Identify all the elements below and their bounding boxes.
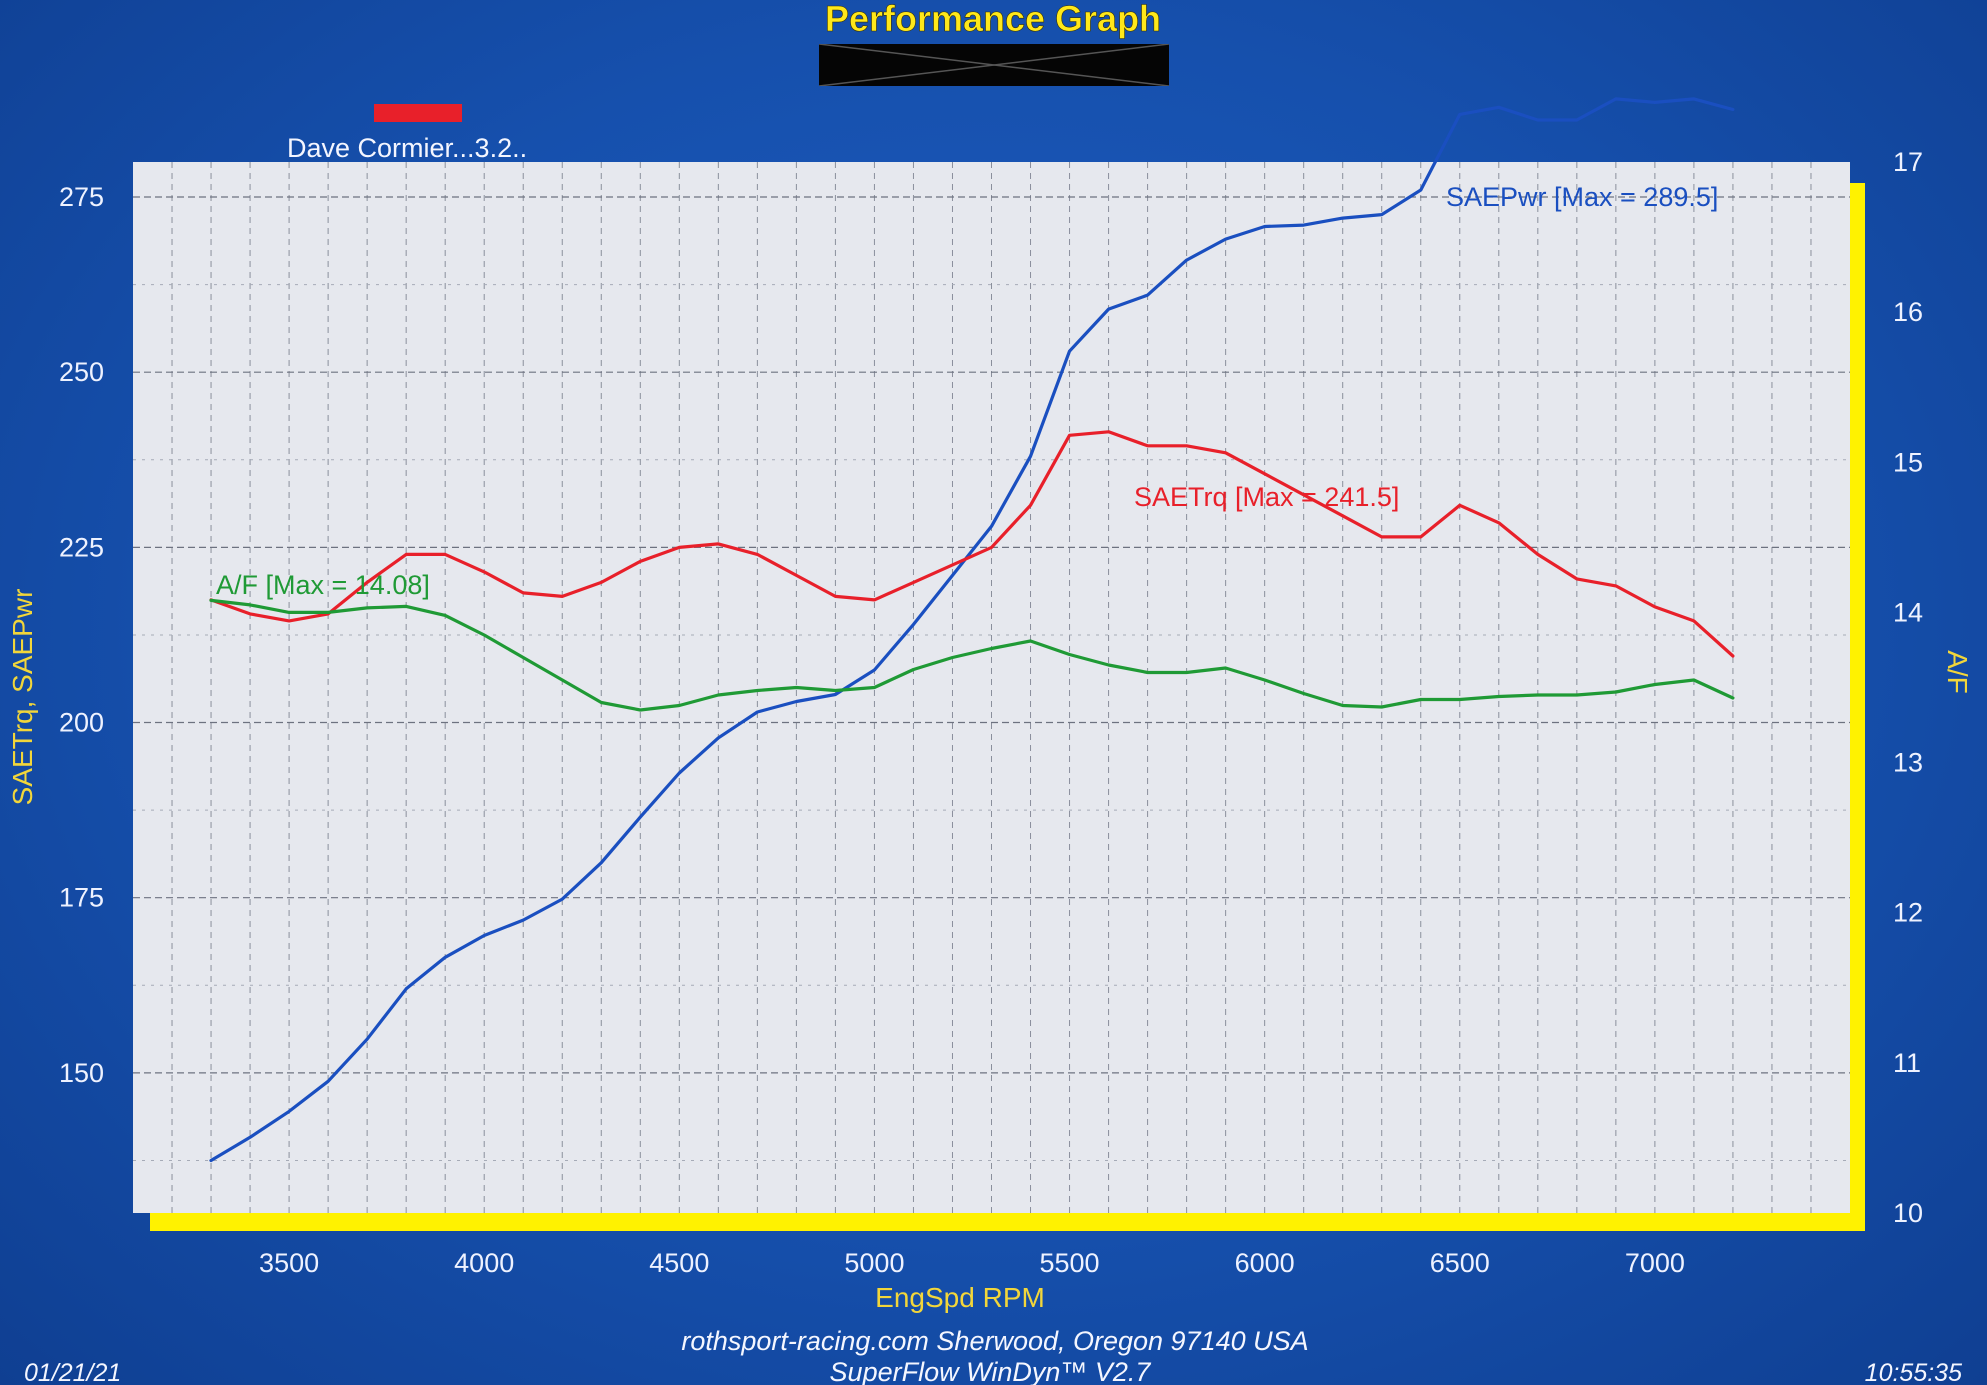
footer-software: SuperFlow WinDyn™ V2.7 <box>830 1357 1152 1385</box>
x-tick-label: 7000 <box>1625 1248 1685 1278</box>
x-tick-label: 6000 <box>1235 1248 1295 1278</box>
series-annotation: SAETrq [Max = 241.5] <box>1134 482 1399 512</box>
series-annotation: A/F [Max = 14.08] <box>216 570 430 600</box>
y-tick-label-left: 150 <box>59 1058 104 1088</box>
axis-ticks: 3500 4000 4500 5000 5500 6000 6500 7000 150 175 20… <box>59 147 1923 1278</box>
y-axis-label-left: SAETrq, SAEPwr <box>7 589 38 806</box>
footer-credit: rothsport-racing.com Sherwood, Oregon 97… <box>681 1326 1308 1356</box>
legend-swatch <box>374 104 462 122</box>
footer-time: 10:55:35 <box>1865 1359 1962 1385</box>
annotation-layer: SAEPwr [Max = 289.5] SAETrq [Max = 241.5]… <box>216 182 1718 600</box>
x-tick-label: 5000 <box>844 1248 904 1278</box>
y-tick-label-left: 225 <box>59 532 104 562</box>
y-tick-label-right: 11 <box>1893 1048 1921 1078</box>
y-tick-label-left: 200 <box>59 708 104 738</box>
x-tick-label: 4000 <box>454 1248 514 1278</box>
y-tick-label-right: 15 <box>1893 447 1923 477</box>
series-line-a-f <box>209 598 1735 712</box>
series-layer <box>209 97 1735 1163</box>
x-tick-label: 4500 <box>649 1248 709 1278</box>
series-line-saetrq <box>209 430 1735 658</box>
plot-area <box>133 162 1850 1213</box>
y-tick-label-right: 14 <box>1893 597 1923 627</box>
redacted-block <box>819 44 1169 86</box>
footer-date: 01/21/21 <box>24 1359 121 1385</box>
bottom-accent-bar <box>150 1213 1865 1231</box>
y-tick-label-right: 16 <box>1893 297 1923 327</box>
y-tick-label-right: 12 <box>1893 898 1923 928</box>
y-tick-label-right: 10 <box>1893 1198 1923 1228</box>
right-accent-bar <box>1850 183 1865 1231</box>
y-tick-label-left: 175 <box>59 883 104 913</box>
series-line-saepwr <box>209 97 1735 1163</box>
legend-run-label: Dave Cormier...3.2.. <box>287 133 527 163</box>
x-tick-label: 3500 <box>259 1248 319 1278</box>
y-tick-label-left: 250 <box>59 357 104 387</box>
y-tick-label-right: 13 <box>1893 748 1923 778</box>
y-tick-label-right: 17 <box>1893 147 1923 177</box>
chart-title: Performance Graph <box>825 0 1161 39</box>
series-annotation: SAEPwr [Max = 289.5] <box>1446 182 1718 212</box>
y-axis-label-right: A/F <box>1942 650 1973 694</box>
y-tick-label-left: 275 <box>59 182 104 212</box>
x-axis-label: EngSpd RPM <box>875 1282 1045 1313</box>
x-tick-label: 5500 <box>1040 1248 1100 1278</box>
x-tick-label: 6500 <box>1430 1248 1490 1278</box>
